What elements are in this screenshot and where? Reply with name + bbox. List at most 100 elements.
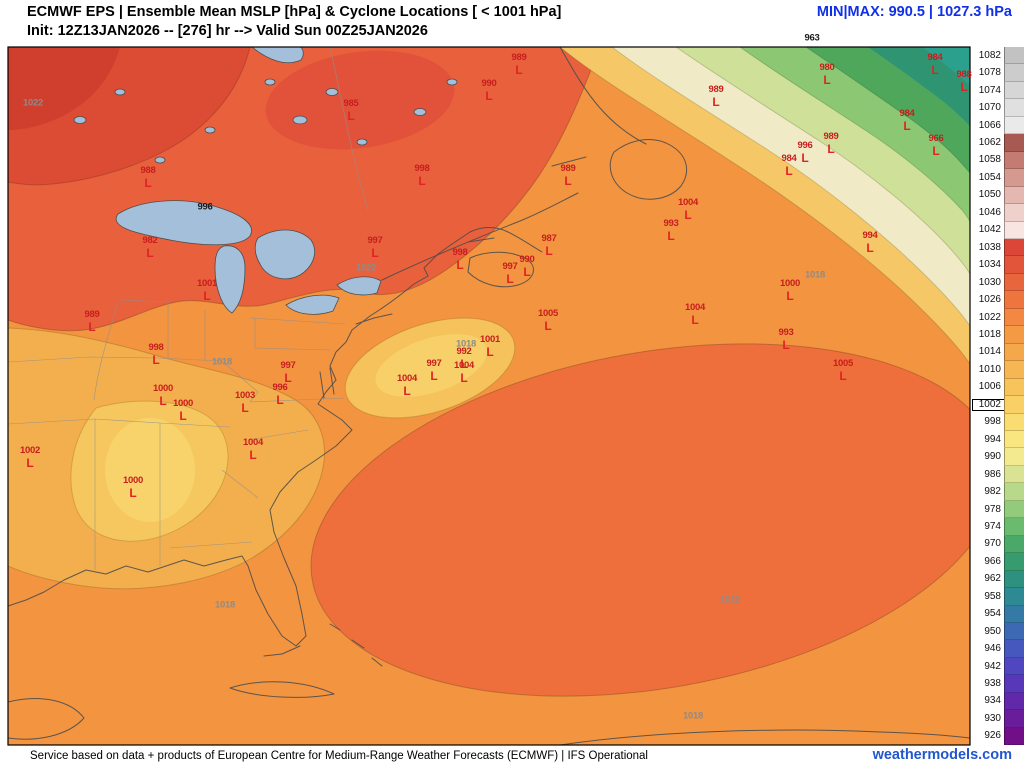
colorbar-swatch: [1004, 465, 1024, 484]
colorbar-tick-label: 1034: [978, 259, 1001, 271]
colorbar-entry: 1070: [970, 99, 1024, 117]
colorbar-tick-label: 1010: [978, 363, 1001, 375]
colorbar-entry: 1010: [970, 361, 1024, 379]
colorbar-tick-label: 970: [984, 538, 1001, 550]
colorbar-swatch: [1004, 204, 1024, 222]
colorbar-swatch: [1004, 605, 1024, 623]
colorbar-swatch: [1004, 413, 1024, 431]
colorbar-tick-label: 966: [984, 555, 1001, 567]
colorbar-tick-label: 1082: [978, 49, 1001, 61]
colorbar-swatch: [1004, 657, 1024, 676]
colorbar-swatch: [1004, 430, 1024, 449]
colorbar-entry: 1038: [970, 238, 1024, 257]
colorbar-tick-label: 926: [984, 730, 1001, 742]
colorbar-swatch: [1004, 256, 1024, 274]
colorbar-swatch: [1004, 378, 1024, 397]
colorbar-tick-label: 934: [984, 695, 1001, 707]
colorbar-tick-label: 986: [984, 468, 1001, 480]
colorbar-entry: 958: [970, 588, 1024, 606]
colorbar-swatch: [1004, 710, 1024, 728]
colorbar-entry: 1006: [970, 378, 1024, 397]
brand-link[interactable]: weathermodels.com: [872, 747, 1012, 763]
colorbar-swatch: [1004, 308, 1024, 327]
colorbar-swatch: [1004, 221, 1024, 239]
colorbar-tick-label: 962: [984, 573, 1001, 585]
chart-subtitle: Init: 12Z13JAN2026 -- [276] hr --> Valid…: [27, 23, 428, 39]
colorbar-entry: 1050: [970, 186, 1024, 205]
colorbar-swatch: [1004, 518, 1024, 536]
colorbar-entry: 978: [970, 500, 1024, 519]
colorbar-tick-label: 994: [984, 433, 1001, 445]
colorbar-tick-label: 930: [984, 712, 1001, 724]
colorbar-swatch: [1004, 134, 1024, 152]
colorbar-entry: 970: [970, 535, 1024, 554]
colorbar-swatch: [1004, 47, 1024, 65]
colorbar-swatch: [1004, 116, 1024, 135]
colorbar-swatch: [1004, 151, 1024, 170]
colorbar-entry: 1042: [970, 221, 1024, 239]
colorbar-tick-label: 958: [984, 590, 1001, 602]
colorbar-entry: 930: [970, 710, 1024, 728]
colorbar: 1082 1078 1074 1070 1066 1062 1058 1054 1050 1046…: [970, 47, 1024, 746]
colorbar-tick-label: 990: [984, 451, 1001, 463]
colorbar-tick-label: 1058: [978, 154, 1001, 166]
colorbar-swatch: [1004, 500, 1024, 519]
colorbar-entry: 1058: [970, 151, 1024, 170]
colorbar-tick-label: 1074: [978, 84, 1001, 96]
colorbar-tick-label: 974: [984, 520, 1001, 532]
colorbar-tick-label: 978: [984, 503, 1001, 515]
colorbar-entry: 926: [970, 727, 1024, 746]
colorbar-swatch: [1004, 640, 1024, 658]
colorbar-swatch: [1004, 343, 1024, 362]
colorbar-entry: 1018: [970, 326, 1024, 344]
coastlines: [8, 47, 970, 745]
colorbar-entry: 982: [970, 483, 1024, 501]
colorbar-tick-label: 1014: [978, 346, 1001, 358]
colorbar-swatch: [1004, 169, 1024, 187]
colorbar-entry: 1022: [970, 308, 1024, 327]
attribution-text: Service based on data + products of Euro…: [30, 750, 648, 762]
colorbar-swatch: [1004, 588, 1024, 606]
colorbar-entry: 1026: [970, 291, 1024, 309]
colorbar-tick-label: 1070: [978, 102, 1001, 114]
colorbar-entry: 1030: [970, 273, 1024, 292]
colorbar-tick-label: 982: [984, 486, 1001, 498]
colorbar-tick-label: 1050: [978, 189, 1001, 201]
colorbar-entry: 1082: [970, 47, 1024, 65]
colorbar-swatch: [1004, 396, 1024, 414]
colorbar-tick-label: 1030: [978, 276, 1001, 288]
colorbar-entry: 938: [970, 675, 1024, 693]
colorbar-entry: 998: [970, 413, 1024, 431]
chart-title: ECMWF EPS | Ensemble Mean MSLP [hPa] & C…: [27, 4, 562, 20]
colorbar-tick-label: 1078: [978, 67, 1001, 79]
colorbar-swatch: [1004, 570, 1024, 589]
colorbar-entry: 974: [970, 518, 1024, 536]
colorbar-tick-label: 998: [984, 416, 1001, 428]
colorbar-tick-label: 938: [984, 678, 1001, 690]
political-borders: [8, 47, 369, 570]
colorbar-entry: 1078: [970, 64, 1024, 82]
colorbar-entry: 954: [970, 605, 1024, 623]
colorbar-entry: 966: [970, 553, 1024, 571]
colorbar-tick-label: 1046: [978, 206, 1001, 218]
colorbar-tick-label: 950: [984, 625, 1001, 637]
colorbar-swatch: [1004, 448, 1024, 466]
colorbar-tick-label: 1038: [978, 241, 1001, 253]
colorbar-entry: 934: [970, 692, 1024, 711]
colorbar-entry: 990: [970, 448, 1024, 466]
colorbar-entry: 942: [970, 657, 1024, 676]
colorbar-entry: 946: [970, 640, 1024, 658]
colorbar-tick-label: 1054: [978, 171, 1001, 183]
colorbar-entry: 950: [970, 622, 1024, 641]
colorbar-swatch: [1004, 273, 1024, 292]
colorbar-swatch: [1004, 622, 1024, 641]
colorbar-swatch: [1004, 64, 1024, 82]
colorbar-swatch: [1004, 99, 1024, 117]
colorbar-tick-label: 1022: [978, 311, 1001, 323]
minmax-readout: MIN|MAX: 990.5 | 1027.3 hPa: [816, 4, 1012, 20]
colorbar-swatch: [1004, 535, 1024, 554]
colorbar-tick-label: 1026: [978, 294, 1001, 306]
colorbar-entry: 1046: [970, 204, 1024, 222]
colorbar-entry: 1014: [970, 343, 1024, 362]
